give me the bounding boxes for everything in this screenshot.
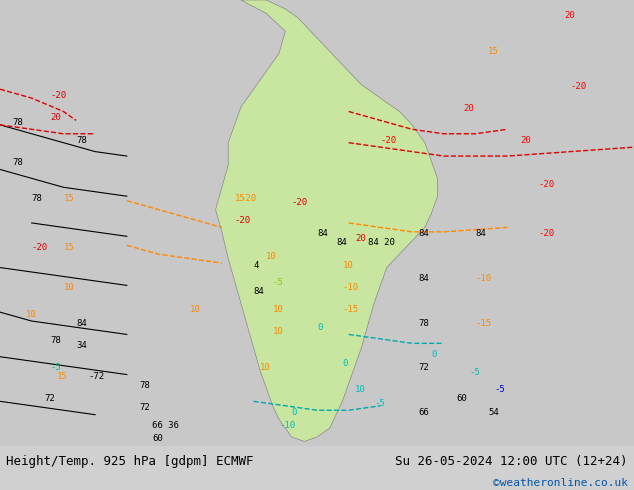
Text: Su 26-05-2024 12:00 UTC (12+24): Su 26-05-2024 12:00 UTC (12+24) (395, 455, 628, 468)
Text: -5: -5 (469, 368, 480, 376)
Text: 66 36: 66 36 (152, 421, 179, 430)
Text: 15: 15 (57, 372, 68, 381)
Text: -72: -72 (89, 372, 105, 381)
Text: 84: 84 (76, 318, 87, 327)
Text: -15: -15 (476, 318, 491, 327)
Text: 78: 78 (13, 158, 23, 167)
Text: 0: 0 (317, 323, 322, 332)
Text: ©weatheronline.co.uk: ©weatheronline.co.uk (493, 478, 628, 489)
Text: 66: 66 (418, 408, 429, 416)
Text: 10: 10 (63, 283, 74, 292)
Text: 60: 60 (152, 435, 163, 443)
Text: 78: 78 (13, 118, 23, 127)
Text: 10: 10 (266, 252, 277, 261)
Text: 10: 10 (190, 305, 201, 314)
Text: 72: 72 (139, 403, 150, 412)
Text: 84: 84 (317, 229, 328, 238)
Text: 84: 84 (476, 229, 486, 238)
Text: -10: -10 (279, 421, 295, 430)
Text: 10: 10 (25, 310, 36, 318)
Text: 78: 78 (139, 381, 150, 390)
Text: -10: -10 (476, 274, 491, 283)
Text: 20: 20 (51, 113, 61, 122)
Text: 15: 15 (235, 194, 245, 203)
Text: 78: 78 (76, 136, 87, 145)
Text: -20: -20 (571, 82, 586, 91)
Text: -20: -20 (51, 91, 67, 100)
Text: -10: -10 (342, 283, 358, 292)
Text: Height/Temp. 925 hPa [gdpm] ECMWF: Height/Temp. 925 hPa [gdpm] ECMWF (6, 455, 254, 468)
Text: -20: -20 (32, 243, 48, 252)
Text: -5: -5 (374, 399, 385, 408)
Text: 78: 78 (32, 194, 42, 203)
Text: 84: 84 (418, 229, 429, 238)
Text: 34: 34 (76, 341, 87, 350)
Text: 15: 15 (63, 243, 74, 252)
Text: -5: -5 (495, 386, 505, 394)
Text: 54: 54 (488, 408, 499, 416)
Polygon shape (216, 0, 437, 441)
Text: 84: 84 (254, 287, 264, 296)
Text: 15: 15 (488, 47, 499, 55)
Text: 78: 78 (418, 318, 429, 327)
Text: -20: -20 (539, 180, 555, 189)
Text: 10: 10 (355, 386, 366, 394)
Text: -15: -15 (342, 305, 358, 314)
Text: -20: -20 (380, 136, 396, 145)
Text: 78: 78 (51, 336, 61, 345)
Text: 72: 72 (44, 394, 55, 403)
Text: 0: 0 (431, 350, 436, 359)
Text: 0: 0 (292, 408, 297, 416)
Text: 20: 20 (463, 104, 474, 114)
Text: 10: 10 (342, 261, 353, 270)
Text: 84: 84 (336, 238, 347, 247)
Text: -5: -5 (51, 363, 61, 372)
Text: 84 20: 84 20 (368, 238, 394, 247)
Text: 20: 20 (355, 234, 366, 243)
Text: 10: 10 (273, 327, 283, 337)
Text: -20: -20 (235, 216, 250, 225)
Text: -20: -20 (292, 198, 307, 207)
Text: 10: 10 (273, 305, 283, 314)
Text: 15: 15 (63, 194, 74, 203)
Text: 0: 0 (342, 359, 347, 368)
Text: -20: -20 (241, 194, 257, 203)
Text: -5: -5 (273, 278, 283, 287)
Text: 60: 60 (456, 394, 467, 403)
Text: 20: 20 (564, 11, 575, 20)
Text: 20: 20 (520, 136, 531, 145)
Text: 4: 4 (254, 261, 259, 270)
Text: 84: 84 (418, 274, 429, 283)
Text: -20: -20 (539, 229, 555, 238)
Text: 72: 72 (418, 363, 429, 372)
Text: 10: 10 (260, 363, 271, 372)
